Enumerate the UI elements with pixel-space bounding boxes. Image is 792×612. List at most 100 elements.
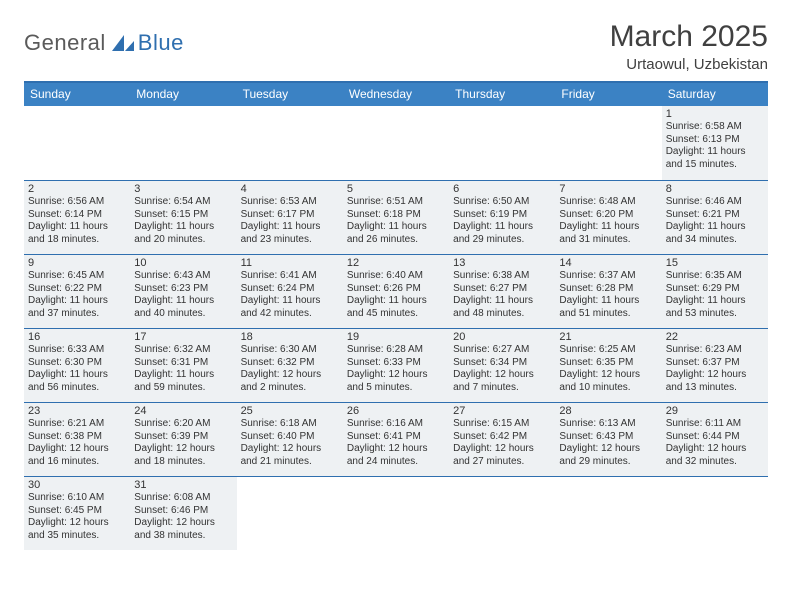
sunset-line: Sunset: 6:28 PM xyxy=(559,283,657,296)
day-number: 2 xyxy=(28,183,126,195)
day-number: 19 xyxy=(347,331,445,343)
logo: General Blue xyxy=(24,20,184,56)
sunset-line: Sunset: 6:23 PM xyxy=(134,283,232,296)
sunrise-line: Sunrise: 6:11 AM xyxy=(666,418,764,431)
sunset-line: Sunset: 6:14 PM xyxy=(28,209,126,222)
calendar-cell-empty xyxy=(24,106,130,180)
sunrise-line: Sunrise: 6:15 AM xyxy=(453,418,551,431)
daylight-line: Daylight: 11 hours and 56 minutes. xyxy=(28,369,126,394)
daylight-line: Daylight: 11 hours and 53 minutes. xyxy=(666,295,764,320)
day-number: 29 xyxy=(666,405,764,417)
day-number: 4 xyxy=(241,183,339,195)
weekday-header: Tuesday xyxy=(237,83,343,106)
daylight-line: Daylight: 12 hours and 24 minutes. xyxy=(347,443,445,468)
calendar-header-row: SundayMondayTuesdayWednesdayThursdayFrid… xyxy=(24,83,768,106)
day-number: 28 xyxy=(559,405,657,417)
day-number: 13 xyxy=(453,257,551,269)
calendar-cell: 9Sunrise: 6:45 AMSunset: 6:22 PMDaylight… xyxy=(24,254,130,328)
calendar-cell: 26Sunrise: 6:16 AMSunset: 6:41 PMDayligh… xyxy=(343,402,449,476)
sunset-line: Sunset: 6:38 PM xyxy=(28,431,126,444)
calendar-cell: 25Sunrise: 6:18 AMSunset: 6:40 PMDayligh… xyxy=(237,402,343,476)
calendar-cell: 15Sunrise: 6:35 AMSunset: 6:29 PMDayligh… xyxy=(662,254,768,328)
sunset-line: Sunset: 6:42 PM xyxy=(453,431,551,444)
logo-text-general: General xyxy=(24,30,106,56)
daylight-line: Daylight: 11 hours and 20 minutes. xyxy=(134,221,232,246)
day-number: 25 xyxy=(241,405,339,417)
day-number: 8 xyxy=(666,183,764,195)
calendar-cell: 19Sunrise: 6:28 AMSunset: 6:33 PMDayligh… xyxy=(343,328,449,402)
day-number: 18 xyxy=(241,331,339,343)
calendar-cell: 30Sunrise: 6:10 AMSunset: 6:45 PMDayligh… xyxy=(24,476,130,550)
sunrise-line: Sunrise: 6:08 AM xyxy=(134,492,232,505)
sunrise-line: Sunrise: 6:38 AM xyxy=(453,270,551,283)
sunset-line: Sunset: 6:21 PM xyxy=(666,209,764,222)
sunrise-line: Sunrise: 6:37 AM xyxy=(559,270,657,283)
calendar-cell: 12Sunrise: 6:40 AMSunset: 6:26 PMDayligh… xyxy=(343,254,449,328)
day-number: 9 xyxy=(28,257,126,269)
sunset-line: Sunset: 6:20 PM xyxy=(559,209,657,222)
day-number: 27 xyxy=(453,405,551,417)
calendar-cell-empty xyxy=(343,476,449,550)
sunset-line: Sunset: 6:22 PM xyxy=(28,283,126,296)
calendar-cell: 31Sunrise: 6:08 AMSunset: 6:46 PMDayligh… xyxy=(130,476,236,550)
calendar-cell: 16Sunrise: 6:33 AMSunset: 6:30 PMDayligh… xyxy=(24,328,130,402)
sunrise-line: Sunrise: 6:54 AM xyxy=(134,196,232,209)
sunset-line: Sunset: 6:17 PM xyxy=(241,209,339,222)
calendar-body: 1Sunrise: 6:58 AMSunset: 6:13 PMDaylight… xyxy=(24,106,768,550)
sunrise-line: Sunrise: 6:56 AM xyxy=(28,196,126,209)
sunrise-line: Sunrise: 6:35 AM xyxy=(666,270,764,283)
weekday-header: Friday xyxy=(555,83,661,106)
calendar-cell: 1Sunrise: 6:58 AMSunset: 6:13 PMDaylight… xyxy=(662,106,768,180)
logo-text-blue: Blue xyxy=(138,30,184,56)
calendar-cell-empty xyxy=(237,106,343,180)
sunset-line: Sunset: 6:24 PM xyxy=(241,283,339,296)
sunrise-line: Sunrise: 6:50 AM xyxy=(453,196,551,209)
day-number: 21 xyxy=(559,331,657,343)
sunrise-line: Sunrise: 6:23 AM xyxy=(666,344,764,357)
day-number: 7 xyxy=(559,183,657,195)
month-title: March 2025 xyxy=(610,20,768,54)
sunset-line: Sunset: 6:39 PM xyxy=(134,431,232,444)
sunset-line: Sunset: 6:44 PM xyxy=(666,431,764,444)
sunset-line: Sunset: 6:43 PM xyxy=(559,431,657,444)
daylight-line: Daylight: 12 hours and 29 minutes. xyxy=(559,443,657,468)
calendar-cell: 24Sunrise: 6:20 AMSunset: 6:39 PMDayligh… xyxy=(130,402,236,476)
daylight-line: Daylight: 12 hours and 2 minutes. xyxy=(241,369,339,394)
day-number: 24 xyxy=(134,405,232,417)
sunrise-line: Sunrise: 6:16 AM xyxy=(347,418,445,431)
sunrise-line: Sunrise: 6:41 AM xyxy=(241,270,339,283)
sunrise-line: Sunrise: 6:45 AM xyxy=(28,270,126,283)
calendar-cell: 17Sunrise: 6:32 AMSunset: 6:31 PMDayligh… xyxy=(130,328,236,402)
daylight-line: Daylight: 12 hours and 38 minutes. xyxy=(134,517,232,542)
daylight-line: Daylight: 11 hours and 42 minutes. xyxy=(241,295,339,320)
day-number: 14 xyxy=(559,257,657,269)
calendar-cell: 14Sunrise: 6:37 AMSunset: 6:28 PMDayligh… xyxy=(555,254,661,328)
calendar-cell: 18Sunrise: 6:30 AMSunset: 6:32 PMDayligh… xyxy=(237,328,343,402)
day-number: 16 xyxy=(28,331,126,343)
sunset-line: Sunset: 6:31 PM xyxy=(134,357,232,370)
calendar-cell-empty xyxy=(449,476,555,550)
daylight-line: Daylight: 11 hours and 23 minutes. xyxy=(241,221,339,246)
day-number: 3 xyxy=(134,183,232,195)
daylight-line: Daylight: 11 hours and 34 minutes. xyxy=(666,221,764,246)
calendar-cell-empty xyxy=(555,476,661,550)
calendar-cell: 22Sunrise: 6:23 AMSunset: 6:37 PMDayligh… xyxy=(662,328,768,402)
calendar-cell-empty xyxy=(662,476,768,550)
daylight-line: Daylight: 12 hours and 32 minutes. xyxy=(666,443,764,468)
daylight-line: Daylight: 11 hours and 40 minutes. xyxy=(134,295,232,320)
weekday-header: Wednesday xyxy=(343,83,449,106)
calendar-cell: 6Sunrise: 6:50 AMSunset: 6:19 PMDaylight… xyxy=(449,180,555,254)
sunrise-line: Sunrise: 6:10 AM xyxy=(28,492,126,505)
sunset-line: Sunset: 6:33 PM xyxy=(347,357,445,370)
sunset-line: Sunset: 6:19 PM xyxy=(453,209,551,222)
sunset-line: Sunset: 6:30 PM xyxy=(28,357,126,370)
daylight-line: Daylight: 12 hours and 27 minutes. xyxy=(453,443,551,468)
day-number: 30 xyxy=(28,479,126,491)
calendar-cell: 29Sunrise: 6:11 AMSunset: 6:44 PMDayligh… xyxy=(662,402,768,476)
sunset-line: Sunset: 6:13 PM xyxy=(666,134,764,147)
daylight-line: Daylight: 11 hours and 59 minutes. xyxy=(134,369,232,394)
location: Urtaowul, Uzbekistan xyxy=(610,56,768,73)
day-number: 22 xyxy=(666,331,764,343)
day-number: 5 xyxy=(347,183,445,195)
daylight-line: Daylight: 12 hours and 16 minutes. xyxy=(28,443,126,468)
